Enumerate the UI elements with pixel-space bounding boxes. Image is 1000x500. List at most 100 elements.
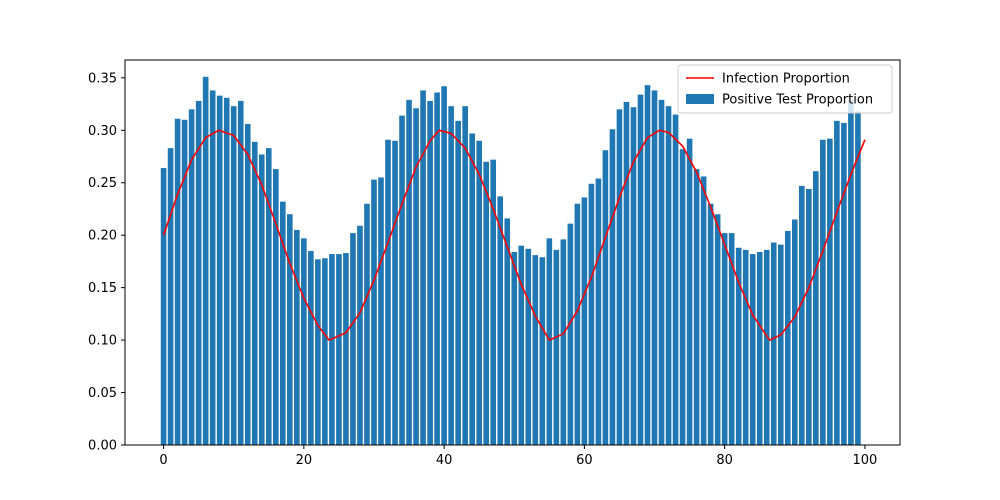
bar	[202, 76, 209, 445]
bar	[560, 239, 567, 445]
bar	[595, 178, 602, 446]
bar	[223, 97, 230, 446]
x-tick-label: 60	[576, 453, 593, 468]
bar	[272, 169, 279, 445]
bar	[546, 238, 553, 445]
bar	[749, 254, 756, 445]
bar	[756, 251, 763, 445]
axes	[124, 59, 901, 446]
bar	[784, 230, 791, 445]
bar	[616, 109, 623, 445]
bar	[763, 249, 770, 445]
y-tick-label: 0.20	[88, 229, 117, 244]
bar	[420, 90, 426, 446]
bar	[294, 229, 300, 445]
bar	[588, 183, 595, 446]
y-tick-label: 0.25	[88, 176, 117, 191]
bar	[265, 148, 272, 445]
bar	[251, 141, 258, 445]
bar	[406, 99, 412, 446]
bar	[371, 179, 377, 445]
bar	[490, 159, 497, 445]
bar	[532, 255, 539, 445]
bar	[301, 238, 307, 445]
y-tick-label: 0.05	[88, 386, 117, 401]
bar	[700, 176, 707, 445]
bar	[770, 242, 777, 445]
legend-frame	[677, 64, 893, 114]
bar	[806, 189, 812, 445]
plot-frame	[124, 59, 901, 446]
bar	[813, 171, 819, 445]
bar	[483, 161, 489, 445]
bar	[728, 233, 735, 445]
bar	[385, 139, 391, 446]
bar	[644, 85, 651, 446]
y-tick-label: 0.30	[88, 124, 117, 139]
bar	[855, 111, 861, 446]
bar	[462, 106, 468, 445]
bar	[455, 120, 461, 445]
bar	[504, 218, 511, 445]
bar	[721, 233, 728, 445]
bar	[707, 203, 714, 445]
legend-bar-swatch	[686, 94, 714, 104]
bar	[237, 100, 244, 445]
bar	[686, 138, 693, 445]
bar	[714, 214, 721, 445]
bar	[308, 250, 314, 445]
bar	[364, 203, 370, 445]
bar	[651, 90, 658, 446]
bar	[476, 140, 482, 445]
bar	[287, 214, 293, 445]
bar	[209, 90, 216, 446]
bar	[827, 138, 833, 445]
bar	[630, 107, 637, 446]
bar	[672, 114, 679, 446]
x-tick-label: 100	[853, 453, 878, 468]
x-tick-label: 80	[716, 453, 733, 468]
bar	[539, 257, 546, 445]
bar	[230, 106, 237, 445]
bar	[518, 245, 525, 445]
bar	[181, 119, 188, 446]
bar	[553, 249, 560, 445]
y-axis-ticks: 0.00 0.05 0.10 0.15 0.20 0.25 0.30 0.35	[88, 71, 125, 454]
bar	[820, 139, 826, 446]
bar-series	[160, 76, 861, 446]
bar	[434, 92, 440, 446]
bar	[777, 244, 784, 445]
y-tick-label: 0.00	[88, 439, 117, 454]
bar	[280, 201, 286, 445]
bar	[350, 233, 356, 445]
bar	[637, 94, 644, 446]
bar	[679, 149, 686, 446]
bar	[378, 177, 384, 446]
bar	[469, 133, 475, 445]
bar	[693, 169, 700, 445]
bar	[602, 150, 609, 445]
bar	[735, 247, 742, 445]
bar	[574, 203, 581, 445]
bar	[392, 140, 398, 445]
bar	[216, 95, 223, 446]
bar	[427, 100, 433, 445]
legend-label-positive-test: Positive Test Proportion	[722, 93, 873, 108]
bar	[188, 109, 195, 445]
y-tick-label: 0.35	[88, 71, 117, 86]
bar	[315, 259, 321, 445]
bar	[658, 99, 665, 446]
bar	[834, 120, 840, 445]
bar	[174, 118, 181, 445]
bar	[244, 123, 251, 446]
bar	[581, 197, 588, 445]
y-tick-label: 0.15	[88, 281, 117, 296]
bar	[322, 258, 328, 445]
bar	[799, 185, 805, 445]
bar	[343, 253, 349, 445]
y-tick-label: 0.10	[88, 334, 117, 349]
bar	[441, 86, 447, 445]
bar	[160, 168, 167, 446]
bar	[848, 99, 854, 446]
